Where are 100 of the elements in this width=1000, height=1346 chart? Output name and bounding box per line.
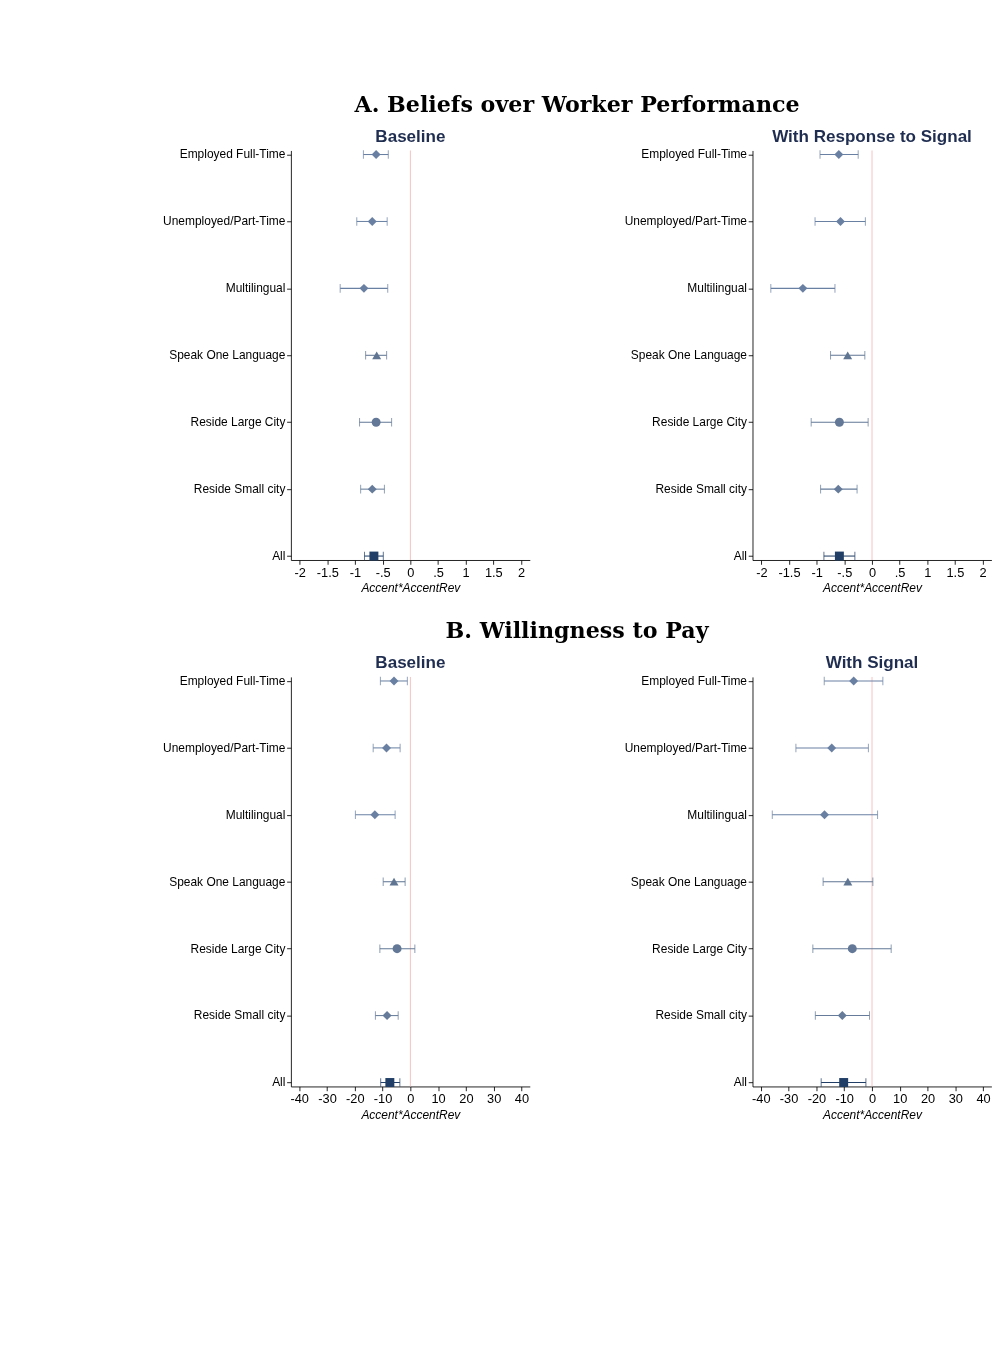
chart-title: Baseline (375, 126, 446, 146)
y-tick-label: Speak One Language (169, 874, 286, 889)
point (843, 351, 853, 360)
point (834, 551, 844, 561)
x-tick-label: 0 (407, 564, 415, 580)
point (385, 1078, 395, 1087)
point (371, 150, 381, 160)
x-tick-label: 0 (868, 1091, 876, 1107)
point (392, 944, 402, 954)
y-tick-label: All (272, 1075, 286, 1090)
x-tick-label: -20 (346, 1091, 365, 1107)
y-tick-label: Speak One Language (630, 348, 748, 363)
y-tick-label: Employed Full-Time (179, 147, 286, 162)
x-tick-label: -2 (756, 564, 768, 580)
chart-title: Baseline (375, 653, 446, 673)
text: B. Willingness to Pay (445, 617, 710, 644)
y-tick-label: Reside Small city (193, 1008, 286, 1023)
point (370, 810, 380, 820)
point (839, 1078, 849, 1087)
x-tick-label: -30 (318, 1091, 337, 1107)
point (820, 810, 829, 820)
point (847, 944, 857, 954)
point (382, 1011, 392, 1021)
point (798, 283, 808, 293)
point (837, 1011, 847, 1021)
x-tick-label: -10 (835, 1091, 854, 1107)
point (849, 676, 859, 686)
x-tick-label: -30 (779, 1091, 799, 1107)
y-tick-label: Employed Full-Time (641, 673, 748, 688)
y-tick-label: Multilingual (225, 807, 286, 822)
y-tick-label: Unemployed/Part-Time (163, 740, 286, 755)
point (834, 150, 844, 160)
text: A. Beliefs over Worker Performance (353, 90, 800, 117)
x-axis-title: Accent*AccentRev (360, 1107, 462, 1122)
y-tick-label: Speak One Language (169, 348, 286, 363)
x-tick-label: .5 (894, 564, 906, 580)
point (369, 551, 379, 561)
point (372, 351, 382, 360)
point (367, 484, 377, 494)
y-tick-label: Reside Large City (652, 415, 748, 430)
x-tick-label: -1.5 (778, 564, 801, 580)
x-tick-label: 30 (948, 1091, 963, 1107)
point (834, 417, 844, 427)
y-tick-label: Unemployed/Part-Time (163, 214, 286, 229)
x-tick-label: 2 (517, 564, 525, 580)
y-tick-label: Reside Small city (655, 481, 748, 496)
point (843, 877, 853, 886)
x-tick-label: 0 (407, 1091, 415, 1107)
chart-title: With Signal (825, 653, 919, 673)
y-tick-label: Multilingual (687, 281, 748, 296)
x-tick-label: 2 (979, 564, 987, 580)
x-tick-label: 20 (459, 1091, 474, 1107)
x-tick-label: .5 (433, 564, 444, 580)
y-tick-label: Unemployed/Part-Time (624, 740, 748, 755)
point (389, 676, 399, 686)
point (827, 743, 837, 753)
point (382, 743, 391, 753)
x-tick-label: 1.5 (946, 564, 965, 580)
x-tick-label: 40 (514, 1091, 530, 1107)
point (833, 484, 843, 494)
y-tick-label: Reside Large City (190, 415, 286, 430)
y-tick-label: Multilingual (225, 281, 286, 296)
y-tick-label: Reside Large City (652, 941, 748, 956)
x-tick-label: 1 (924, 564, 932, 580)
x-tick-label: 10 (893, 1091, 908, 1107)
point (371, 417, 381, 427)
x-tick-label: -.5 (837, 564, 853, 580)
x-axis-title: Accent*AccentRev (822, 581, 923, 596)
y-tick-label: Unemployed/Part-Time (624, 214, 748, 229)
x-axis-title: Accent*AccentRev (822, 1107, 923, 1122)
y-tick-label: Reside Large City (190, 941, 286, 956)
x-tick-label: 0 (868, 564, 876, 580)
y-tick-label: All (733, 548, 748, 563)
x-tick-label: -1.5 (316, 564, 339, 580)
x-tick-label: 1 (462, 564, 470, 580)
point (359, 283, 369, 293)
y-tick-label: Employed Full-Time (179, 673, 286, 688)
chart-title: With Response to Signal (772, 126, 972, 146)
point (836, 216, 845, 226)
y-tick-label: All (272, 548, 286, 563)
x-tick-label: 40 (976, 1091, 991, 1107)
y-tick-label: All (733, 1075, 748, 1090)
x-tick-label: -1 (349, 564, 362, 580)
x-tick-label: 30 (487, 1091, 502, 1107)
x-tick-label: -40 (290, 1091, 309, 1107)
x-axis-title: Accent*AccentRev (360, 581, 462, 596)
point (389, 877, 399, 886)
y-tick-label: Speak One Language (630, 874, 748, 889)
x-tick-label: 1.5 (484, 564, 503, 580)
y-tick-label: Employed Full-Time (641, 147, 748, 162)
x-tick-label: -1 (811, 564, 823, 580)
point (367, 216, 377, 226)
y-tick-label: Reside Small city (655, 1008, 748, 1023)
x-tick-label: 10 (431, 1091, 446, 1107)
y-tick-label: Reside Small city (193, 481, 286, 496)
x-tick-label: -2 (294, 564, 306, 580)
x-tick-label: -10 (373, 1091, 393, 1107)
x-tick-label: 20 (920, 1091, 936, 1107)
x-tick-label: -.5 (375, 564, 391, 580)
x-tick-label: -20 (807, 1091, 827, 1107)
